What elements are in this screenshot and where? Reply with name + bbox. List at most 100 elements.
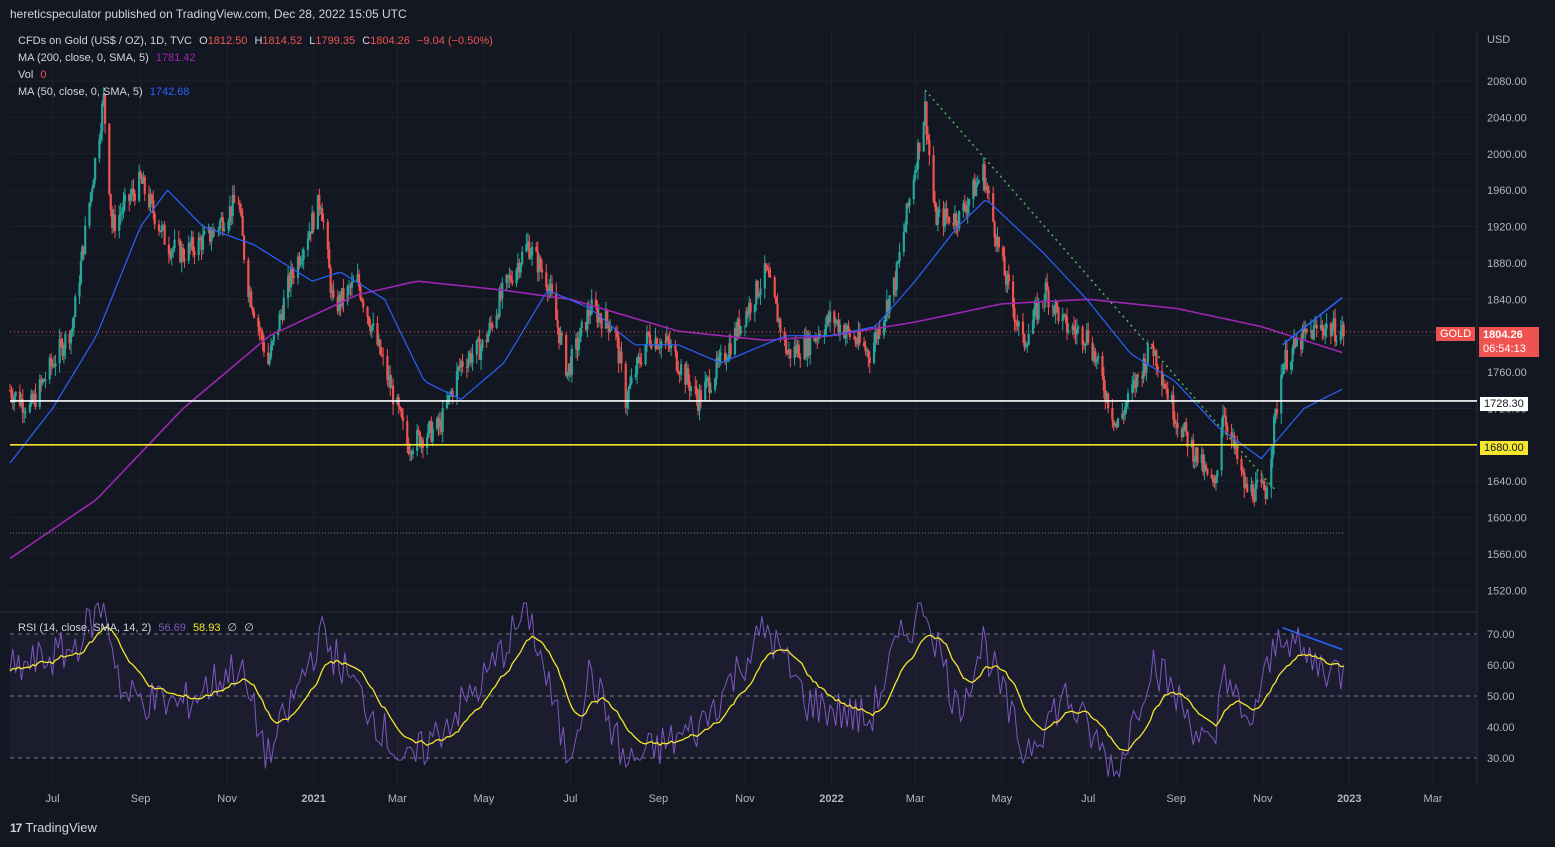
- candle-body: [322, 221, 325, 223]
- level-white-tag[interactable]: 1728.30: [1480, 397, 1528, 411]
- candle: [793, 339, 796, 366]
- candle: [1143, 353, 1147, 377]
- candle: [267, 342, 270, 366]
- candle: [743, 325, 747, 337]
- candle: [1322, 325, 1325, 339]
- candle-body: [1322, 330, 1325, 336]
- trendlines[interactable]: [924, 89, 1343, 651]
- time-axis[interactable]: Jul Sep Nov 2021 Mar May Jul Sep Nov 2022 Mar May Ju…: [46, 793, 1443, 805]
- candle: [526, 232, 529, 251]
- level-yellow-tag[interactable]: 1680.00: [1480, 441, 1528, 455]
- candle: [1072, 316, 1076, 340]
- candle-body: [31, 394, 34, 402]
- candle-body: [48, 357, 51, 380]
- candle: [248, 285, 251, 308]
- candle-body: [309, 231, 312, 234]
- candle: [946, 208, 949, 225]
- candle: [965, 200, 968, 220]
- candle: [892, 277, 895, 304]
- candle-body: [1244, 483, 1247, 488]
- candle-body: [1233, 435, 1236, 449]
- candle: [319, 205, 322, 215]
- candle: [963, 194, 966, 212]
- candle-body: [130, 188, 134, 196]
- candle: [430, 416, 433, 443]
- candle-body: [1292, 338, 1296, 349]
- candle-body: [684, 364, 687, 385]
- candle-body: [836, 320, 839, 322]
- candle: [397, 393, 400, 415]
- candle-body: [638, 357, 642, 363]
- candle: [1054, 299, 1057, 324]
- candle-body: [108, 123, 111, 194]
- candle: [509, 269, 512, 283]
- tradingview-wordmark: TradingView: [25, 820, 97, 835]
- candle-body: [1097, 355, 1100, 359]
- candle: [40, 375, 43, 392]
- candle: [833, 309, 836, 335]
- candle-body: [664, 341, 667, 343]
- candle: [875, 328, 878, 345]
- candle: [237, 196, 240, 205]
- candle: [416, 423, 419, 457]
- candle: [369, 318, 372, 336]
- candle: [967, 198, 971, 216]
- candle: [824, 317, 827, 338]
- candle-body: [122, 201, 125, 213]
- candle-body: [609, 329, 612, 332]
- candle: [406, 415, 409, 453]
- candle: [977, 178, 981, 184]
- candle: [210, 226, 213, 251]
- candle: [1163, 379, 1166, 389]
- candle-body: [587, 309, 590, 316]
- candle-body: [1192, 440, 1195, 462]
- candle: [1027, 323, 1030, 346]
- candle: [894, 270, 897, 297]
- candle-body: [1124, 407, 1127, 416]
- candle: [1071, 323, 1074, 336]
- gold-symbol-tag[interactable]: GOLD: [1436, 327, 1476, 341]
- candle-body: [18, 391, 22, 406]
- candle-body: [416, 429, 419, 451]
- candle-body: [399, 406, 402, 409]
- candle-body: [1114, 423, 1117, 426]
- candle: [1082, 340, 1086, 350]
- candle: [189, 241, 192, 255]
- rsi-axis[interactable]: 70.00 60.00 50.00 40.00 30.00: [1487, 629, 1515, 765]
- candle-body: [706, 377, 710, 379]
- footer[interactable]: 17 TradingView: [10, 820, 97, 835]
- tradingview-logo-icon: 17: [10, 820, 22, 835]
- candle: [288, 272, 291, 292]
- candle: [640, 352, 643, 367]
- candle-body: [183, 259, 186, 261]
- candle: [570, 344, 573, 383]
- candle: [120, 207, 124, 222]
- candle: [536, 241, 539, 282]
- candle-body: [1132, 380, 1135, 385]
- candle-body: [827, 315, 830, 323]
- candle-body: [233, 194, 236, 204]
- candle-body: [382, 355, 385, 357]
- candle-body: [1063, 314, 1066, 316]
- gold-price-tag[interactable]: 1804.26 06:54:13: [1479, 327, 1539, 357]
- candle: [1085, 322, 1088, 347]
- candle: [776, 293, 779, 323]
- candle-body: [1264, 490, 1267, 499]
- candle-body: [50, 357, 53, 366]
- candle-body: [654, 338, 657, 349]
- candle-body: [786, 352, 789, 355]
- candle: [306, 231, 310, 257]
- candle: [1263, 478, 1266, 491]
- candle: [1243, 468, 1246, 499]
- rsi-ma-line: [9, 626, 1344, 752]
- candle-body: [1254, 482, 1257, 502]
- candle: [753, 303, 756, 323]
- candle-body: [1274, 408, 1277, 417]
- candle: [670, 339, 673, 356]
- candle-body: [152, 200, 155, 214]
- candle: [450, 387, 453, 397]
- candle-body: [557, 327, 561, 344]
- candle-body: [897, 261, 900, 263]
- candle: [590, 289, 593, 316]
